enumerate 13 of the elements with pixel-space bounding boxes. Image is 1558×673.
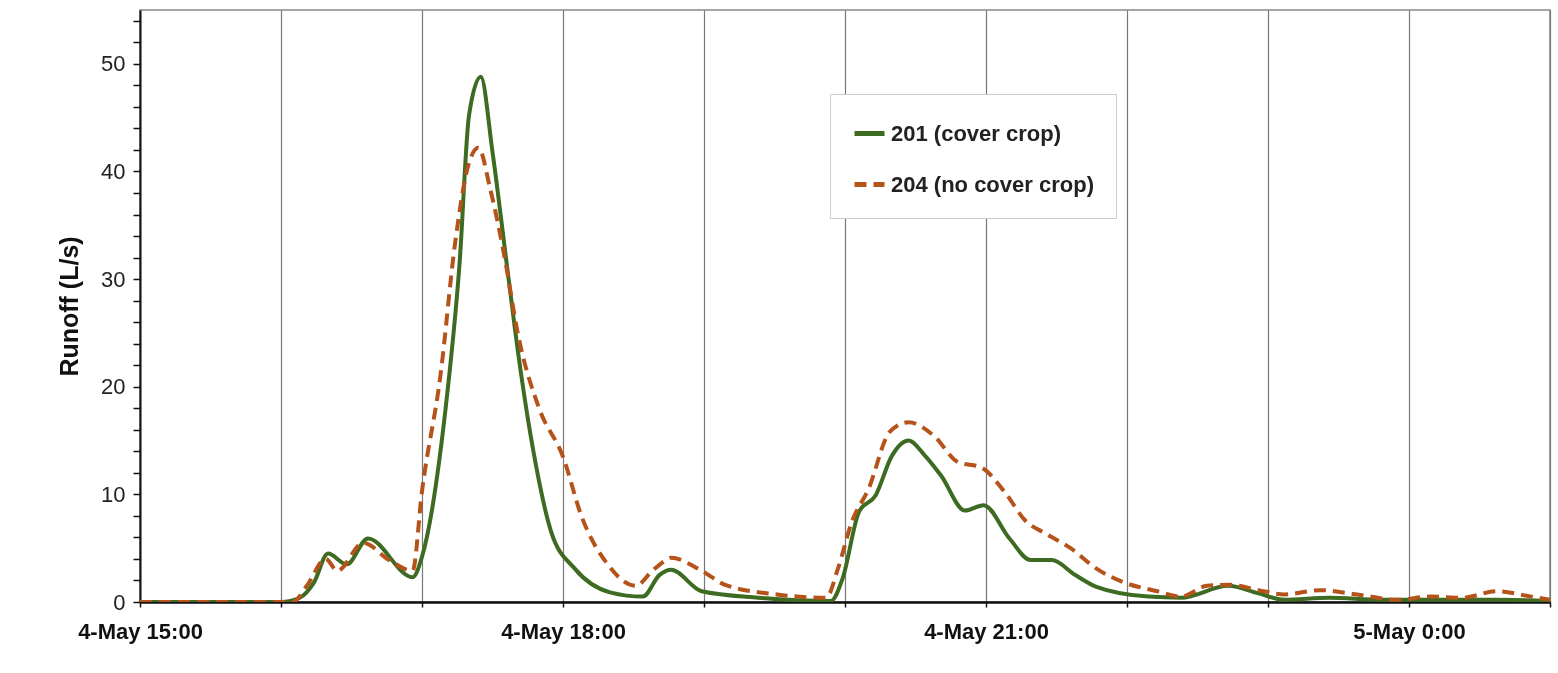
y-tick-label: 40 — [101, 158, 126, 184]
legend-label: 201 (cover crop) — [891, 120, 1061, 146]
x-tick-label: 4-May 18:00 — [501, 618, 626, 644]
y-tick-label: 20 — [101, 374, 126, 400]
y-tick-label: 10 — [101, 481, 126, 507]
y-axis-title: Runoff (L/s) — [55, 236, 84, 377]
x-tick-label: 4-May 21:00 — [924, 618, 1049, 644]
x-tick-label: 4-May 15:00 — [78, 618, 203, 644]
x-tick-label: 5-May 0:00 — [1353, 618, 1466, 644]
y-tick-label: 50 — [101, 51, 126, 77]
y-tick-label: 30 — [101, 266, 126, 292]
y-tick-label: 0 — [113, 589, 126, 615]
legend-label: 204 (no cover crop) — [891, 171, 1094, 197]
